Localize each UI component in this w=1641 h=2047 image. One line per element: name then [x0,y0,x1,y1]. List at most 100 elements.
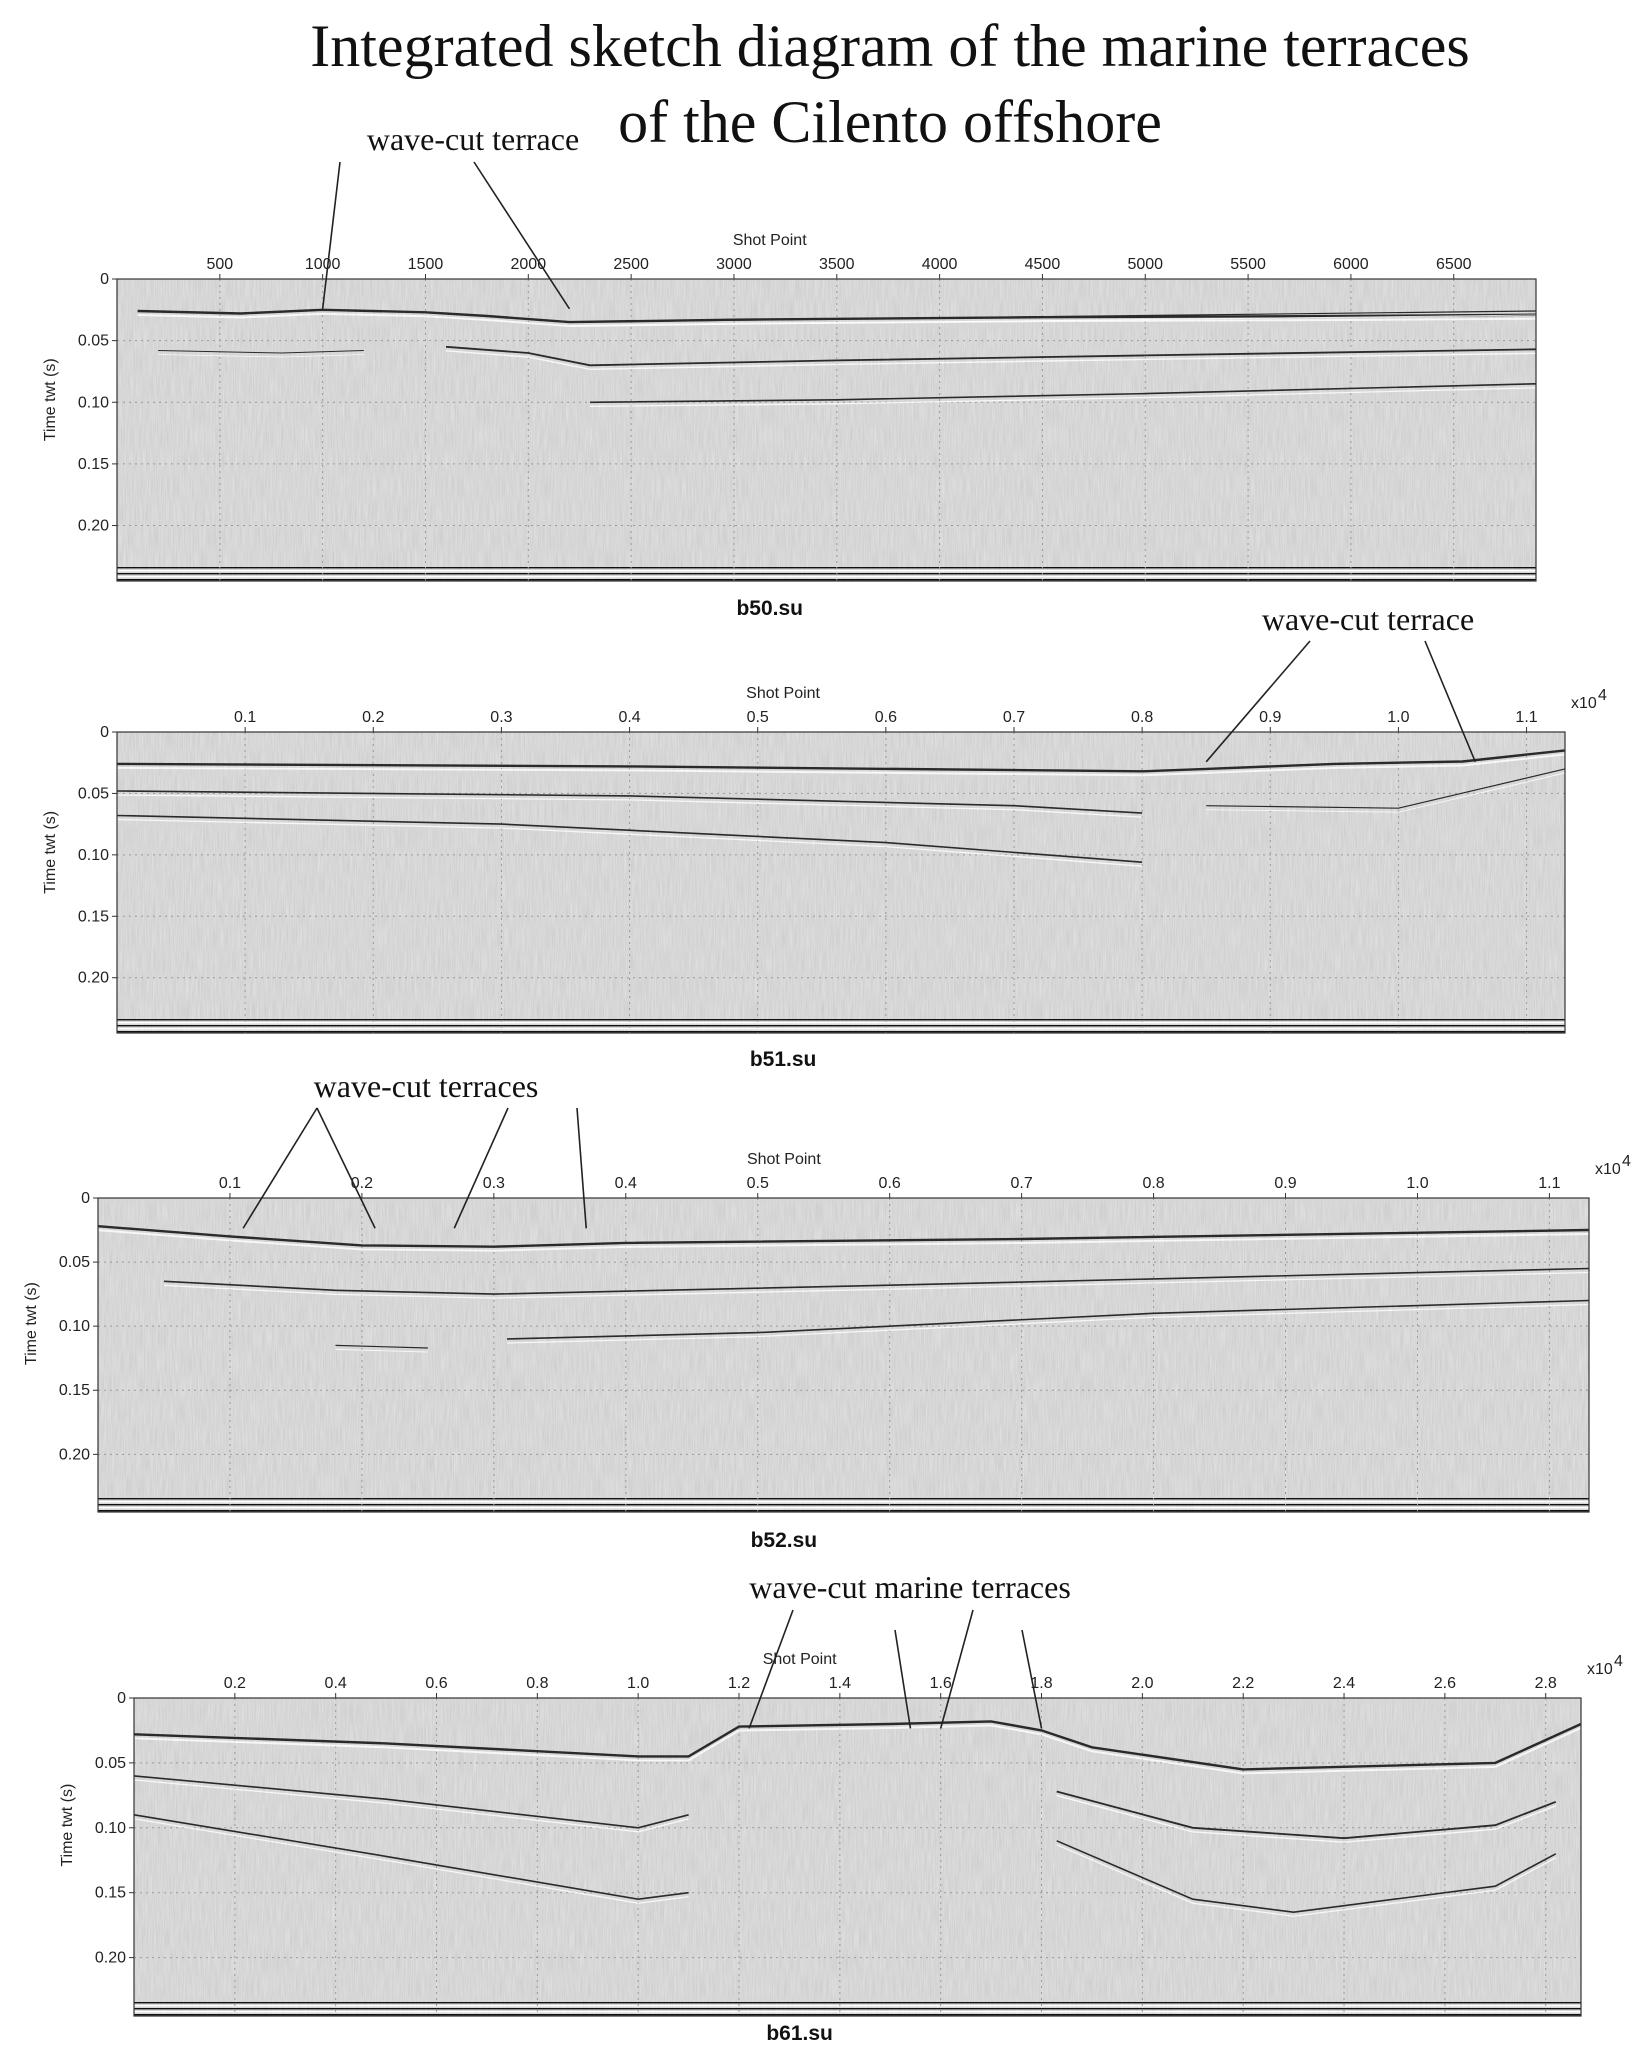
x-tick-label: 4500 [1025,256,1061,273]
figure-title-line1: Integrated sketch diagram of the marine … [310,13,1469,79]
x-tick-label: 1.2 [728,1675,750,1692]
x-tick-label: 0.5 [747,1175,769,1192]
reflector-line [133,1720,1582,1771]
reflector-highlight [1056,1844,1557,1917]
annotation-label: wave-cut marine terraces [749,1569,1071,1605]
x-tick-label: 3500 [819,256,855,273]
reflector-highlight [133,1779,689,1833]
x-tick-label: 5500 [1230,256,1266,273]
bottom-band [117,1019,1565,1021]
reflector-line [97,1225,1590,1248]
x-tick-label: 1.0 [1406,1175,1428,1192]
annotation-pointer [748,1609,794,1729]
x-axis-label: Shot Point [763,1651,837,1668]
reflector-line [158,350,364,354]
y-axis-label: Time twt (s) [42,811,59,894]
x-tick-label: 0.8 [526,1675,548,1692]
x-tick-label: 0.7 [1011,1175,1033,1192]
reflector-highlight [137,312,1537,328]
y-tick-label: 0.15 [95,1885,126,1902]
y-tick-label: 0.10 [59,1318,90,1335]
y-tick-label: 0.15 [59,1382,90,1399]
x-tick-label: 3000 [716,256,752,273]
x-tick-label: 0.4 [325,1675,347,1692]
bottom-band [98,1501,1589,1503]
reflector-highlight [116,753,1566,777]
plot-frame [116,731,1566,1034]
annotation-pointer [321,161,341,309]
x-axis-label: Shot Point [747,1151,821,1168]
reflector-line [1056,1790,1557,1840]
y-tick-label: 0.20 [78,970,109,987]
x-tick-label: 0.8 [1142,1175,1164,1192]
annotation-pointer [1424,640,1477,763]
reflector-line [133,1775,689,1829]
x-tick-label: 0.5 [747,709,769,726]
x-tick-label: 2.4 [1333,1675,1355,1692]
x-tick-label: 0.3 [490,709,512,726]
annotation-pointer [473,161,571,310]
y-tick-label: 0 [100,724,109,741]
seismic-noise [117,279,1536,581]
y-tick-label: 0.05 [78,333,109,350]
plot-frame [133,1697,1582,2017]
x-multiplier: x10 [1571,695,1597,712]
panel-label: b50.su [736,597,803,620]
seismic-noise [98,1198,1589,1512]
x-tick-label: 2.0 [1131,1675,1153,1692]
y-tick-label: 0.20 [95,1950,126,1967]
annotation-label: wave-cut terraces [314,1068,539,1104]
x-tick-label: 500 [206,256,233,273]
annotation-pointer [576,1107,588,1229]
panel-b52: 0.1 0.2 0.3 0.4 0.5 0.6 0.7 0.8 0.9 1.0 1.100.050.… [23,1068,1631,1552]
bottom-band [117,1028,1565,1030]
y-axis-label: Time twt (s) [23,1282,40,1365]
y-tick-label: 0.10 [95,1820,126,1837]
reflector-line [569,310,1537,323]
x-multiplier-exponent: 4 [1598,687,1607,704]
reflector-highlight [116,794,1143,818]
x-multiplier: x10 [1595,1161,1621,1178]
reflector-line [589,383,1537,404]
y-tick-label: 0.20 [59,1446,90,1463]
reflector-line [133,1814,689,1901]
annotation-pointer [316,1107,376,1229]
x-tick-label: 1.0 [1387,709,1409,726]
bottom-band [117,1025,1565,1027]
bottom-band [134,2014,1581,2016]
x-tick-label: 2.2 [1232,1675,1254,1692]
y-tick-label: 0.05 [59,1254,90,1271]
x-tick-label: 0.9 [1259,709,1281,726]
y-tick-label: 0 [117,1690,126,1707]
reflector-highlight [116,818,1143,867]
reflector-line [1206,768,1566,809]
y-tick-label: 0.15 [78,908,109,925]
y-tick-label: 0.20 [78,518,109,535]
figure-title-line2: of the Cilento offshore [618,89,1162,155]
annotation-pointer [1021,1629,1043,1729]
y-tick-label: 0.15 [78,456,109,473]
x-tick-label: 2500 [613,256,649,273]
panel-b50: 500 1000 1500 2000 2500 3000 3500 4000 4500 5000 5… [42,121,1537,620]
x-tick-label: 5000 [1127,256,1163,273]
reflector-highlight [589,387,1537,407]
annotation-pointer [453,1107,509,1229]
x-tick-label: 2.8 [1535,1675,1557,1692]
bottom-band [117,567,1536,569]
y-tick-label: 0 [81,1190,90,1207]
x-tick-label: 0.1 [219,1175,241,1192]
y-axis-label: Time twt (s) [59,1784,76,1867]
x-tick-label: 0.2 [224,1675,246,1692]
y-tick-label: 0.05 [78,785,109,802]
seismic-noise [117,732,1565,1033]
reflector-highlight [506,1303,1590,1344]
y-tick-label: 0.10 [78,847,109,864]
reflector-highlight [1056,1794,1557,1843]
reflector-highlight [158,354,364,358]
reflector-highlight [1206,772,1566,813]
bottom-band [134,2011,1581,2013]
x-tick-label: 1500 [408,256,444,273]
x-tick-label: 0.6 [875,709,897,726]
reflector-line [163,1267,1590,1295]
bottom-band [134,2008,1581,2010]
